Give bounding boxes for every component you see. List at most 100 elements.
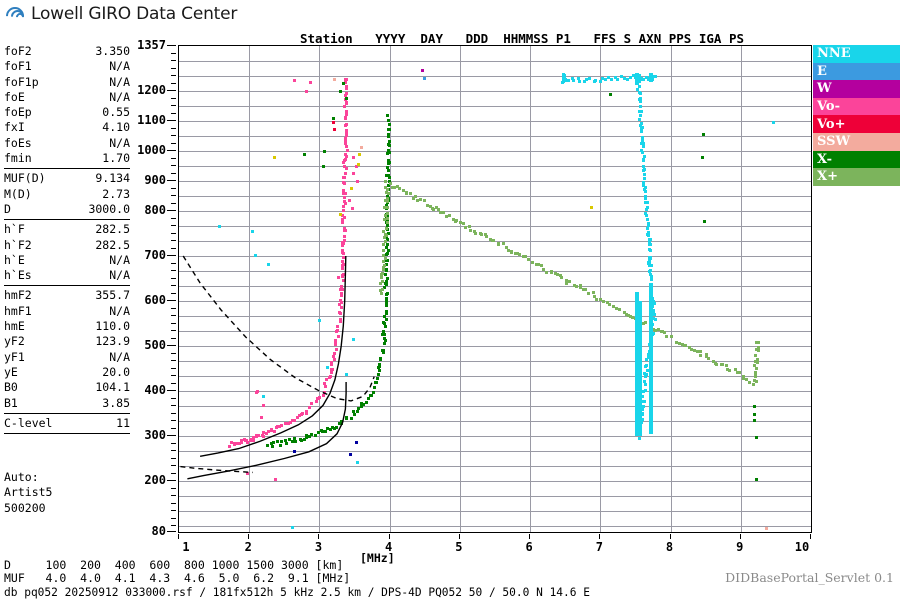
- series-point-x: [387, 173, 391, 177]
- h-gridline: [179, 421, 811, 422]
- noise-point: [702, 133, 706, 136]
- y-tick-minor: [171, 487, 176, 489]
- series-point-vo: [340, 266, 344, 270]
- h-gridline: [179, 211, 811, 212]
- series-point-nne: [647, 231, 651, 235]
- series-point-nne: [647, 350, 651, 354]
- y-tick-minor: [171, 472, 176, 474]
- series-point-x: [496, 242, 500, 246]
- y-tick-minor: [171, 45, 176, 46]
- legend-item-vo[interactable]: Vo+: [813, 115, 900, 133]
- series-point-nne: [647, 221, 651, 225]
- series-point-vo: [290, 419, 294, 423]
- series-point-nne: [640, 149, 644, 153]
- legend-item-ssw[interactable]: SSW: [813, 132, 900, 151]
- y-tick-label: 300: [144, 428, 166, 442]
- noise-point: [333, 77, 337, 81]
- h-gridline: [179, 376, 811, 377]
- y-tick-minor: [171, 382, 176, 384]
- series-point-x: [617, 308, 621, 312]
- series-point-x: [356, 407, 360, 411]
- interference-band: [649, 283, 654, 434]
- series-point-vo: [265, 431, 269, 435]
- autoscaler-line: 500200: [4, 500, 46, 515]
- series-point-vo: [278, 425, 282, 428]
- series-point-vo: [343, 116, 347, 120]
- series-point-nne: [609, 78, 613, 82]
- series-point-x: [387, 144, 391, 148]
- series-point-x: [554, 271, 558, 275]
- interference-band: [563, 74, 567, 81]
- electron-density-profile: [199, 255, 347, 457]
- h-gridline: [179, 226, 811, 227]
- series-point-x: [485, 235, 489, 239]
- v-gridline: [740, 46, 742, 532]
- series-point-nne: [641, 407, 645, 411]
- noise-point: [254, 253, 258, 257]
- h-gridline: [179, 391, 811, 392]
- series-point-nne: [567, 78, 571, 82]
- series-point-nne: [641, 145, 645, 149]
- param-value: 282.5: [95, 237, 130, 252]
- series-point-x: [393, 185, 397, 189]
- x-tick: [318, 534, 320, 539]
- series-point-x: [721, 363, 725, 367]
- series-point-x: [387, 180, 391, 184]
- h-gridline: [179, 196, 811, 197]
- param-key: MUF(D): [4, 171, 46, 186]
- x-tick-label: 9: [736, 540, 744, 554]
- legend-item-x[interactable]: X+: [813, 168, 900, 186]
- series-point-vo: [345, 167, 349, 171]
- series-point-x: [755, 358, 759, 362]
- x-tick: [178, 534, 179, 539]
- h-gridline: [179, 136, 811, 137]
- legend-item-e[interactable]: E: [813, 62, 900, 81]
- series-point-x: [279, 443, 283, 447]
- y-axis: 80 200 300 400 500 600 700 800 900 1000 1100 1200 13…: [120, 38, 176, 540]
- legend-item-vo[interactable]: Vo-: [813, 97, 900, 116]
- ionogram-plot-area[interactable]: [178, 45, 812, 533]
- param-row-fof1p: foF1p N/A: [4, 75, 130, 90]
- series-point-x: [527, 258, 531, 262]
- series-point-x: [409, 191, 413, 195]
- series-point-vo: [324, 377, 328, 381]
- dashed-lower-branch: [180, 465, 253, 474]
- series-point-x: [513, 252, 517, 256]
- y-tick-label: 500: [144, 338, 166, 352]
- param-key: hmF2: [4, 288, 32, 303]
- noise-point: [339, 89, 343, 93]
- series-point-nne: [652, 308, 656, 312]
- series-point-x: [614, 307, 618, 311]
- param-key: foE: [4, 89, 25, 104]
- series-point-nne: [645, 226, 649, 230]
- param-value: 3.85: [102, 395, 130, 410]
- param-group-divider: [4, 168, 130, 170]
- noise-point: [358, 152, 362, 156]
- y-tick-minor: [171, 450, 176, 451]
- series-point-nne: [639, 123, 643, 127]
- y-tick-label: 400: [144, 383, 166, 397]
- series-point-x: [707, 357, 711, 361]
- legend-item-nne[interactable]: NNE: [813, 45, 900, 63]
- h-gridline: [179, 76, 811, 77]
- series-point-x: [361, 402, 365, 406]
- series-point-x: [549, 271, 553, 275]
- series-point-nne: [646, 352, 650, 356]
- h-gridline: [179, 331, 811, 332]
- legend-item-w[interactable]: W: [813, 80, 900, 98]
- series-point-x: [385, 262, 389, 266]
- series-point-x: [279, 440, 283, 444]
- series-point-vo: [283, 421, 287, 425]
- noise-point: [352, 172, 356, 175]
- param-value: 282.5: [95, 222, 130, 237]
- x-tick: [669, 534, 671, 539]
- interference-band: [637, 301, 642, 436]
- param-value: 123.9: [95, 334, 130, 349]
- series-point-x: [736, 370, 740, 374]
- series-point-nne: [604, 77, 608, 81]
- series-point-nne: [643, 186, 647, 190]
- series-point-x: [415, 198, 419, 202]
- legend-item-x[interactable]: X-: [813, 150, 900, 169]
- param-value: 104.1: [95, 380, 130, 395]
- y-tick-minor: [171, 390, 176, 391]
